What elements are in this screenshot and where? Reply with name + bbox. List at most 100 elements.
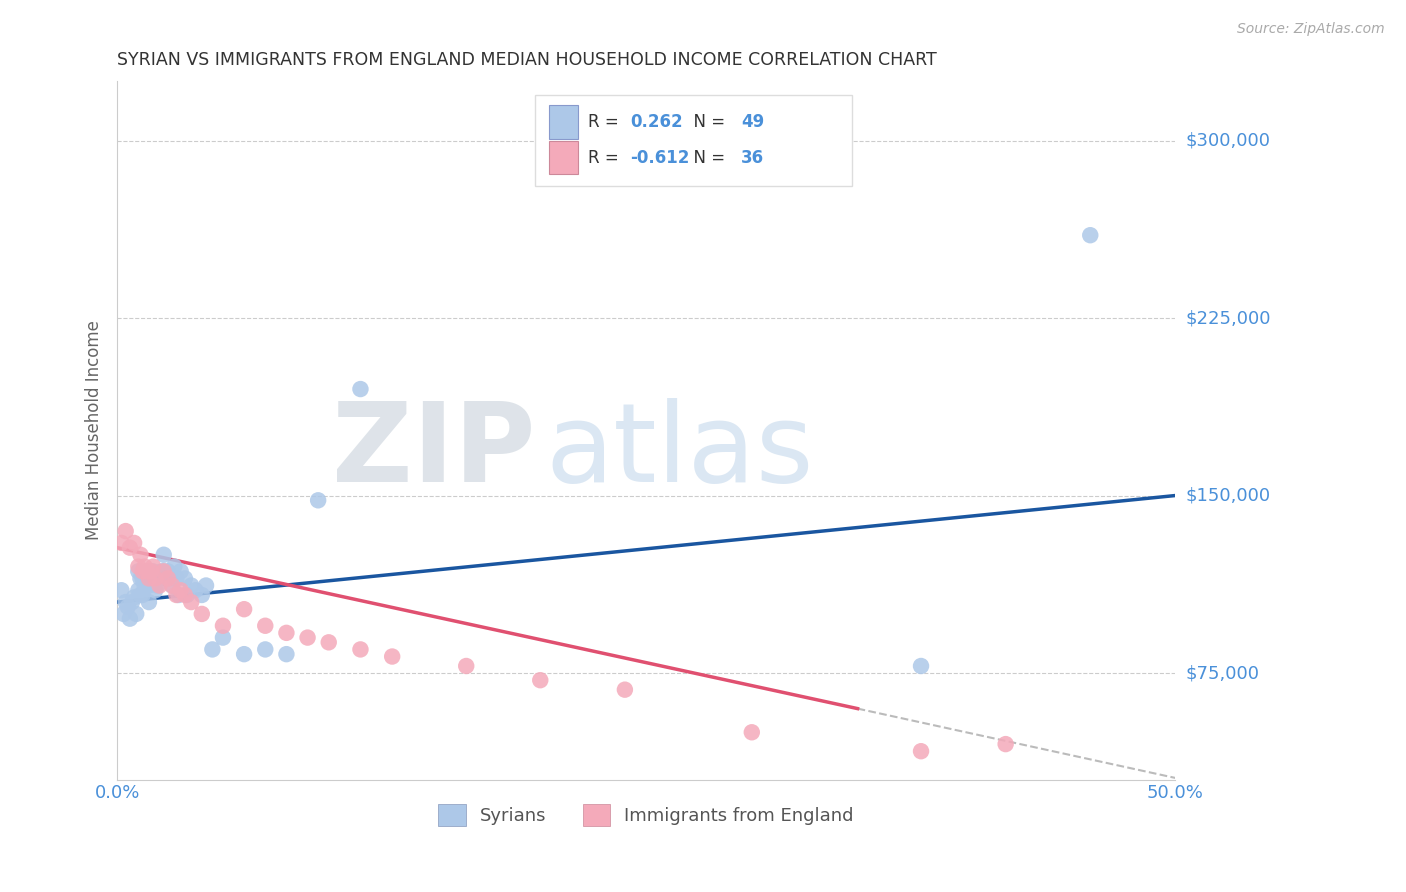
Point — [125, 607, 148, 621]
Point — [184, 583, 207, 598]
Point — [131, 571, 153, 585]
Point — [169, 583, 191, 598]
Y-axis label: Median Household Income: Median Household Income — [86, 320, 103, 541]
Text: $75,000: $75,000 — [1187, 665, 1260, 682]
Point — [117, 599, 139, 614]
Point — [456, 659, 478, 673]
Point — [152, 564, 174, 578]
Point — [163, 559, 186, 574]
Point — [152, 564, 174, 578]
Point — [381, 649, 404, 664]
Point — [173, 571, 195, 585]
Point — [318, 635, 340, 649]
Point — [129, 548, 152, 562]
Point — [127, 564, 149, 578]
FancyBboxPatch shape — [548, 141, 578, 174]
Point — [159, 571, 181, 585]
Point — [139, 564, 162, 578]
Point — [349, 642, 371, 657]
Point — [307, 493, 329, 508]
Legend: Syrians, Immigrants from England: Syrians, Immigrants from England — [432, 797, 860, 833]
Point — [122, 591, 145, 605]
Point — [156, 571, 179, 585]
Point — [122, 536, 145, 550]
Point — [254, 619, 277, 633]
Point — [160, 578, 183, 592]
Point — [143, 583, 166, 598]
Point — [150, 564, 173, 578]
Point — [741, 725, 763, 739]
Point — [180, 595, 202, 609]
Point — [176, 588, 198, 602]
Point — [112, 607, 135, 621]
Point — [156, 564, 179, 578]
Point — [180, 578, 202, 592]
Point — [118, 612, 141, 626]
Point — [138, 571, 160, 585]
Point — [135, 564, 157, 578]
Point — [139, 571, 162, 585]
Point — [613, 682, 636, 697]
Text: 49: 49 — [741, 113, 765, 131]
Point — [148, 578, 170, 592]
Point — [191, 607, 214, 621]
Point — [910, 744, 932, 758]
Point — [173, 588, 195, 602]
Text: Source: ZipAtlas.com: Source: ZipAtlas.com — [1237, 22, 1385, 37]
Point — [276, 625, 298, 640]
Point — [297, 631, 319, 645]
Point — [142, 559, 165, 574]
Point — [129, 571, 152, 585]
Point — [165, 571, 187, 585]
Point — [110, 536, 132, 550]
Point — [110, 583, 132, 598]
Point — [129, 588, 152, 602]
Point — [131, 564, 153, 578]
Text: N =: N = — [683, 149, 731, 167]
Point — [138, 595, 160, 609]
Text: $300,000: $300,000 — [1187, 131, 1271, 150]
Point — [169, 564, 191, 578]
Point — [276, 647, 298, 661]
Point — [191, 588, 214, 602]
Point — [134, 578, 156, 592]
Point — [135, 564, 157, 578]
Point — [121, 595, 143, 609]
Point — [233, 602, 256, 616]
FancyBboxPatch shape — [548, 105, 578, 138]
Point — [201, 642, 224, 657]
Text: R =: R = — [588, 149, 624, 167]
Point — [254, 642, 277, 657]
Point — [152, 548, 174, 562]
Point — [138, 578, 160, 592]
Text: ZIP: ZIP — [332, 398, 534, 505]
Point — [167, 588, 190, 602]
Point — [1078, 228, 1101, 243]
Text: 0.262: 0.262 — [630, 113, 683, 131]
Point — [143, 571, 166, 585]
Point — [195, 578, 218, 592]
Point — [131, 588, 153, 602]
Text: R =: R = — [588, 113, 624, 131]
Point — [233, 647, 256, 661]
Point — [134, 559, 156, 574]
Point — [118, 541, 141, 555]
Text: N =: N = — [683, 113, 731, 131]
Point — [160, 578, 183, 592]
Point — [142, 564, 165, 578]
Point — [212, 619, 235, 633]
Point — [148, 571, 170, 585]
Text: atlas: atlas — [546, 398, 814, 505]
FancyBboxPatch shape — [534, 95, 852, 186]
Point — [114, 524, 136, 538]
Point — [127, 583, 149, 598]
Text: -0.612: -0.612 — [630, 149, 689, 167]
Point — [910, 659, 932, 673]
Text: $150,000: $150,000 — [1187, 486, 1271, 505]
Point — [994, 737, 1017, 751]
Point — [127, 559, 149, 574]
Point — [529, 673, 551, 688]
Point — [155, 571, 177, 585]
Text: $225,000: $225,000 — [1187, 309, 1271, 327]
Point — [146, 578, 169, 592]
